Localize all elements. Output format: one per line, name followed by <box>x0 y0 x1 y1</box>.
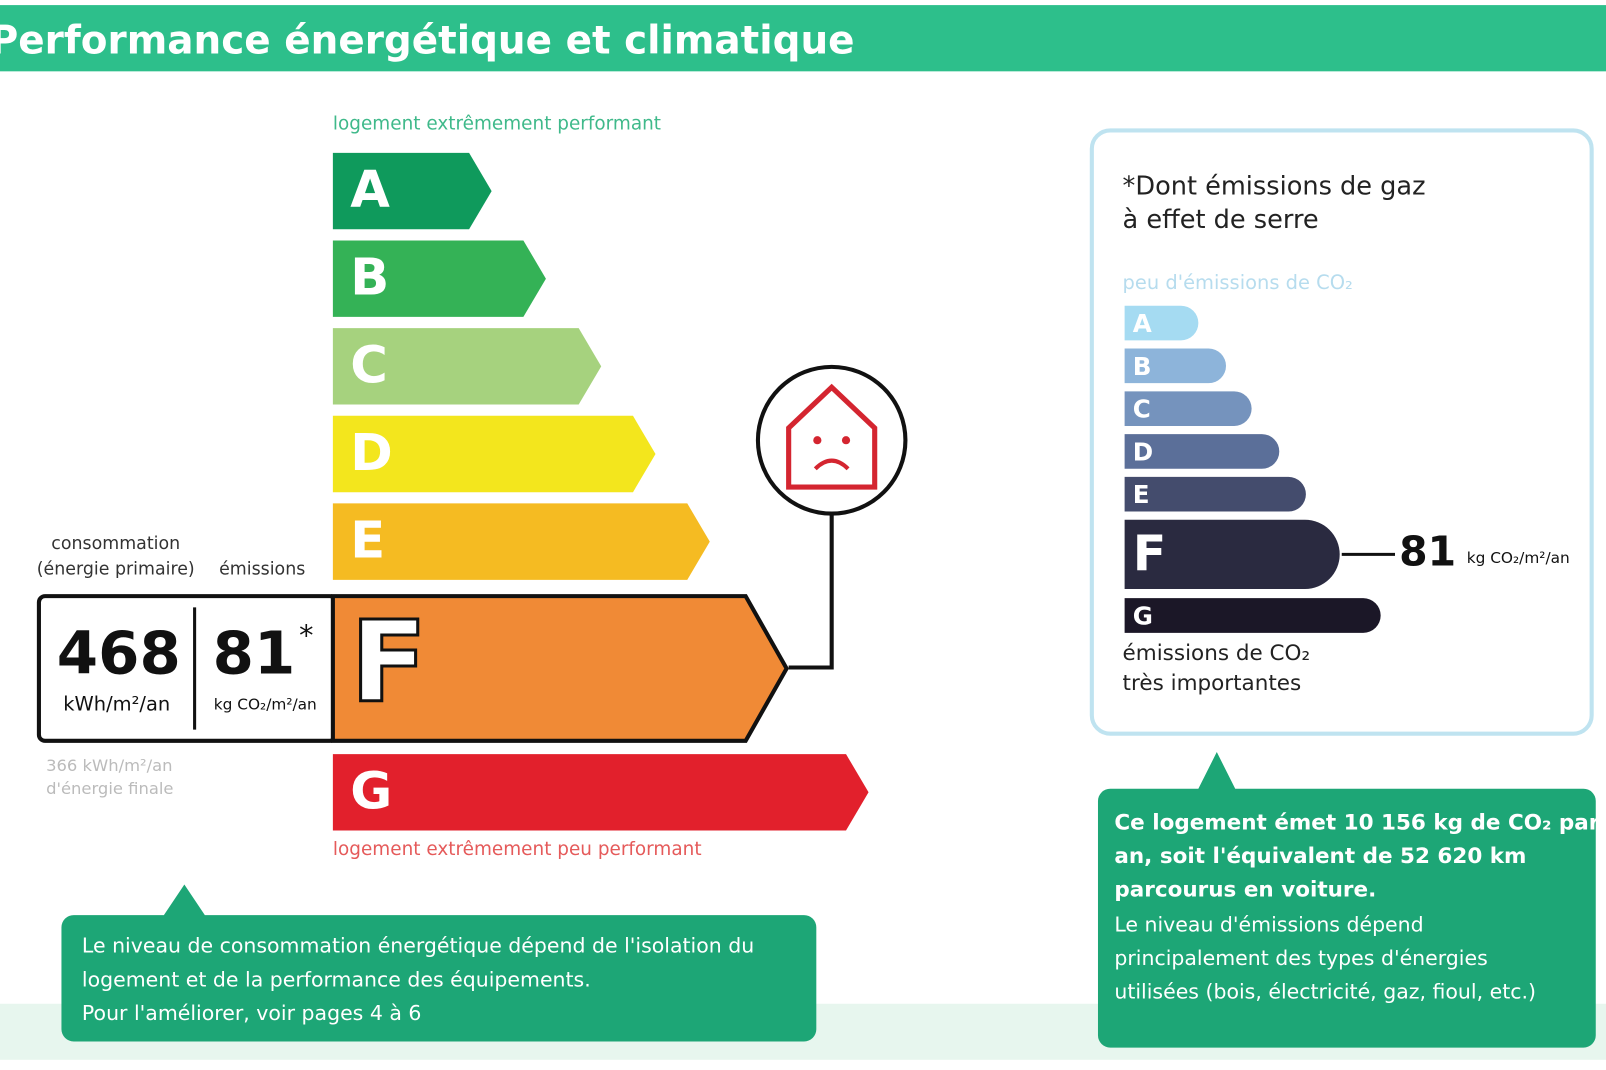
energy-class-letter: D <box>350 424 393 483</box>
final-energy: d'énergie finale <box>46 779 173 798</box>
climate-class-bar <box>1124 519 1340 590</box>
climate-bottom-label: très importantes <box>1123 671 1302 696</box>
header-band <box>0 5 1606 72</box>
climate-callout <box>1097 752 1596 1048</box>
climate-note-bold: an, soit l'équivalent de 52 620 km <box>1114 844 1526 869</box>
final-energy: 366 kWh/m²/an <box>46 756 172 775</box>
climate-unit: kg CO₂/m²/an <box>1467 549 1570 567</box>
energy-note: Pour l'améliorer, voir pages 4 à 6 <box>82 1001 422 1025</box>
energy-class-letter: F <box>350 597 427 728</box>
climate-class-letter: F <box>1133 524 1167 582</box>
climate-class-bar <box>1124 305 1199 341</box>
energy-class-bar <box>330 594 789 743</box>
energy-note: logement et de la performance des équipe… <box>82 967 591 991</box>
climate-class-bar <box>1124 476 1306 512</box>
energy-class-letter: E <box>350 512 385 571</box>
energy-class-bar <box>332 503 710 580</box>
energy-class-bar <box>332 328 602 405</box>
energy-class-bar <box>332 240 546 317</box>
energy-class-bar <box>332 415 656 493</box>
climate-title: à effet de serre <box>1123 205 1319 235</box>
climate-note-bold: parcourus en voiture. <box>1114 878 1376 903</box>
emissions-unit: kg CO₂/m²/an <box>214 696 317 714</box>
energy-class-bar <box>332 152 492 230</box>
climate-class-bar <box>1124 348 1227 384</box>
consumption-value: 468 <box>57 618 181 687</box>
consumption-label: (énergie primaire) <box>37 560 195 580</box>
climate-class-bar <box>1124 391 1252 426</box>
energy-class-letter: C <box>350 336 388 395</box>
climate-value: 81 <box>1399 527 1456 575</box>
climate-title: *Dont émissions de gaz <box>1123 172 1426 202</box>
sad-house-icon <box>755 364 908 670</box>
climate-class-letter: B <box>1133 352 1152 381</box>
bottom-label: logement extrêmement peu performant <box>333 839 702 860</box>
climate-class-letter: D <box>1133 438 1153 467</box>
climate-bottom-label: émissions de CO₂ <box>1123 641 1311 666</box>
climate-class-letter: G <box>1133 602 1153 631</box>
energy-class-letter: G <box>350 762 392 821</box>
top-label: logement extrêmement performant <box>333 113 661 134</box>
climate-note: utilisées (bois, électricité, gaz, fioul… <box>1114 980 1536 1004</box>
climate-class-bar <box>1124 598 1381 633</box>
consumption-label: consommation <box>51 534 180 554</box>
climate-note: principalement des types d'énergies <box>1114 946 1487 970</box>
climate-top-label: peu d'émissions de CO₂ <box>1123 271 1353 294</box>
climate-note-bold: Ce logement émet 10 156 kg de CO₂ par <box>1114 810 1599 835</box>
climate-class-letter: E <box>1133 480 1150 509</box>
energy-class-letter: A <box>350 161 390 220</box>
climate-note: Le niveau d'émissions dépend <box>1114 912 1423 936</box>
asterisk: * <box>299 618 313 652</box>
energy-callout <box>61 884 817 1042</box>
energy-class-bar <box>332 754 869 831</box>
climate-class-bar <box>1124 434 1280 469</box>
energy-class-letter: B <box>350 249 389 308</box>
consumption-unit: kWh/m²/an <box>63 693 170 716</box>
climate-class-letter: C <box>1133 395 1151 424</box>
climate-class-letter: A <box>1133 309 1152 338</box>
emissions-value: 81 <box>213 618 296 687</box>
title: Performance énergétique et climatique <box>0 18 855 63</box>
emissions-label: émissions <box>219 560 305 580</box>
energy-note: Le niveau de consommation énergétique dé… <box>82 934 754 958</box>
